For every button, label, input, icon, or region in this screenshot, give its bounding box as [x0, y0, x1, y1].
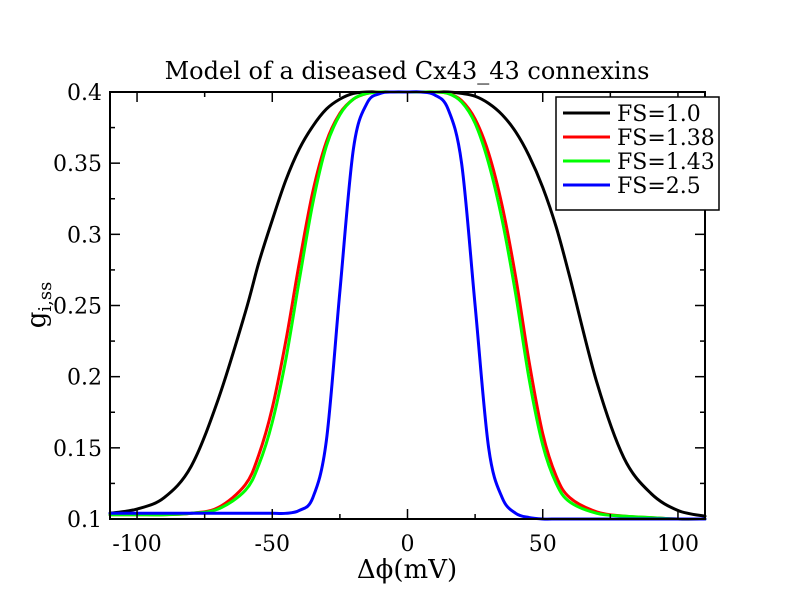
legend-item: FS=1.0: [563, 102, 701, 127]
legend-label: FS=1.38: [617, 126, 715, 151]
y-tick-label: 0.1: [67, 508, 102, 533]
y-tick-label: 0.25: [53, 295, 102, 320]
x-tick-label: -100: [112, 532, 161, 557]
legend-label: FS=1.43: [617, 150, 715, 175]
y-tick-label: 0.2: [67, 366, 102, 391]
legend-box: [555, 96, 720, 211]
y-axis-label: gi,ss: [22, 282, 56, 329]
y-tick-label: 0.35: [53, 152, 102, 177]
chart-title: Model of a diseased Cx43_43 connexins: [165, 57, 650, 85]
y-tick-label: 0.3: [67, 223, 102, 248]
x-tick-label: -50: [255, 532, 290, 557]
y-tick-label: 0.15: [53, 437, 102, 462]
ticks-layer: -100 -50 0 50 100 0.1 0.15 0.2 0.25 0.3 0.35 0.4: [53, 81, 705, 557]
x-tick-label: 100: [657, 532, 699, 557]
y-tick-label: 0.4: [67, 81, 102, 106]
legend-item: FS=1.38: [563, 126, 715, 151]
legend-label: FS=2.5: [617, 174, 701, 199]
y-axis-label-subscript: i,ss: [35, 282, 56, 312]
x-axis-label: Δϕ(mV): [357, 555, 457, 585]
svg-text:gi,ss: gi,ss: [22, 282, 56, 329]
x-tick-label: 0: [401, 532, 415, 557]
x-tick-label: 50: [529, 532, 557, 557]
legend-item: FS=2.5: [563, 174, 701, 199]
legend-label: FS=1.0: [617, 102, 701, 127]
y-axis-label-main: g: [22, 312, 52, 329]
legend-item: FS=1.43: [563, 150, 715, 175]
